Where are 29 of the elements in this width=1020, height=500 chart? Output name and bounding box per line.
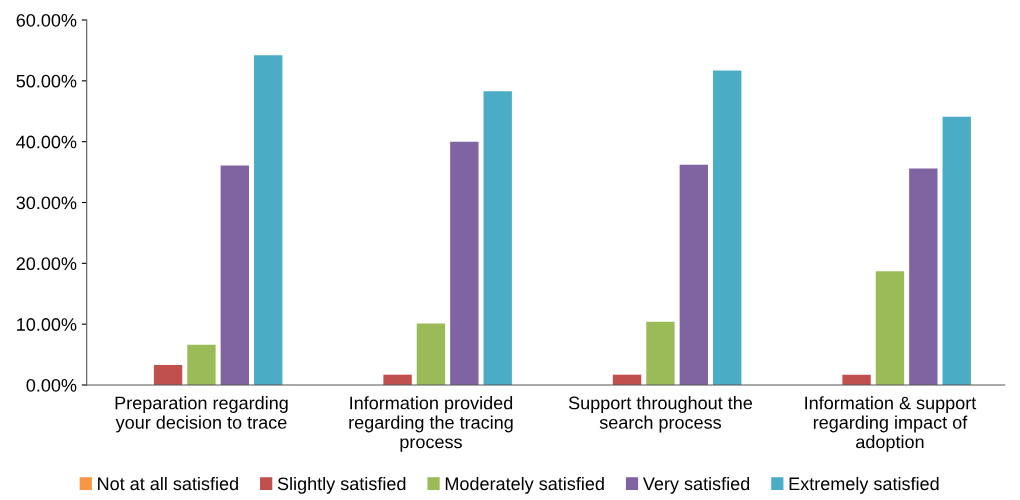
legend-label: Very satisfied xyxy=(642,476,750,494)
x-tick-label: Support throughout the search process xyxy=(568,396,753,433)
bar xyxy=(483,91,512,385)
legend-label: Not at all satisfied xyxy=(98,476,238,491)
y-tick-label: 10.00% xyxy=(17,318,77,331)
bar xyxy=(153,364,183,385)
legend-label: Extremely satisfied xyxy=(789,476,939,494)
bar xyxy=(679,164,709,385)
y-tick-label: 40.00% xyxy=(16,135,77,149)
y-tick-label: 50.00% xyxy=(16,74,77,88)
bar xyxy=(187,344,216,385)
x-tick-label: Preparation regarding your decision to trace xyxy=(115,396,288,433)
y-tick-label: 0.00% xyxy=(26,378,77,392)
y-tick-label: 20.00% xyxy=(16,257,77,271)
legend-label: Moderately satisfied xyxy=(445,476,604,494)
bar xyxy=(909,168,938,385)
bar xyxy=(416,323,446,385)
bar xyxy=(646,321,675,385)
y-tick-label: 60.00% xyxy=(16,13,77,27)
x-tick-label: Information provided regarding the tracing process xyxy=(349,396,513,452)
bar xyxy=(254,55,283,385)
bar xyxy=(450,141,479,385)
y-tick-label: 30.00% xyxy=(16,196,77,210)
bar xyxy=(942,116,971,385)
bar xyxy=(713,70,742,385)
bar xyxy=(220,165,250,385)
legend-label: Slightly satisfied xyxy=(277,476,406,494)
x-tick-label: Information & support regarding impact of adoption xyxy=(805,396,977,452)
bar xyxy=(875,271,905,385)
